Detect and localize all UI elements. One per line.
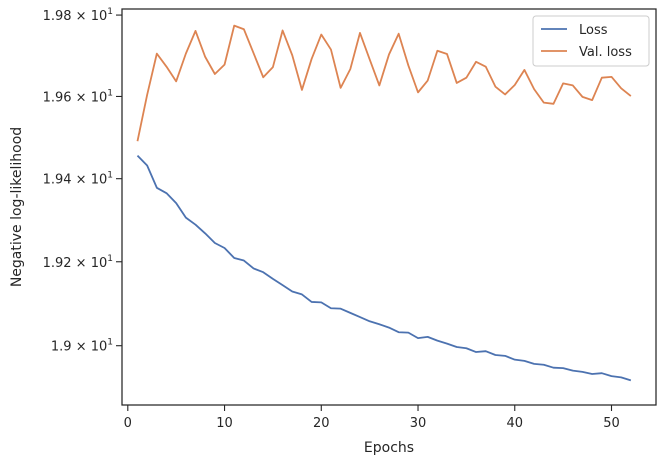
x-axis-label: Epochs bbox=[364, 440, 414, 456]
legend: Loss Val. loss bbox=[532, 15, 650, 67]
y-tick-label: 1.96 × 101 bbox=[43, 88, 113, 105]
x-tick-label: 30 bbox=[410, 416, 427, 431]
legend-label: Loss bbox=[579, 23, 608, 38]
y-tick-label: 1.9 × 101 bbox=[51, 338, 113, 355]
x-tick-label: 50 bbox=[603, 416, 620, 431]
series-line-1 bbox=[136, 24, 632, 142]
x-tick-label: 20 bbox=[313, 416, 330, 431]
y-axis: 1.9 × 101 1.92 × 101 1.94 × 101 1.96 × 101 1… bbox=[43, 7, 122, 355]
legend-label: Val. loss bbox=[579, 45, 632, 60]
x-tick-label: 10 bbox=[216, 416, 233, 431]
x-axis: 0 10 20 30 40 50 bbox=[124, 405, 620, 431]
plot-area bbox=[136, 24, 632, 382]
y-tick-label: 1.92 × 101 bbox=[43, 254, 113, 271]
x-tick-label: 0 bbox=[124, 416, 132, 431]
y-tick-label: 1.98 × 101 bbox=[43, 7, 113, 24]
x-tick-label: 40 bbox=[506, 416, 523, 431]
y-axis-label: Negative log-likelihood bbox=[9, 127, 25, 287]
axes-frame bbox=[121, 8, 657, 406]
series-line-0 bbox=[136, 154, 632, 382]
y-tick-label: 1.94 × 101 bbox=[43, 171, 113, 188]
